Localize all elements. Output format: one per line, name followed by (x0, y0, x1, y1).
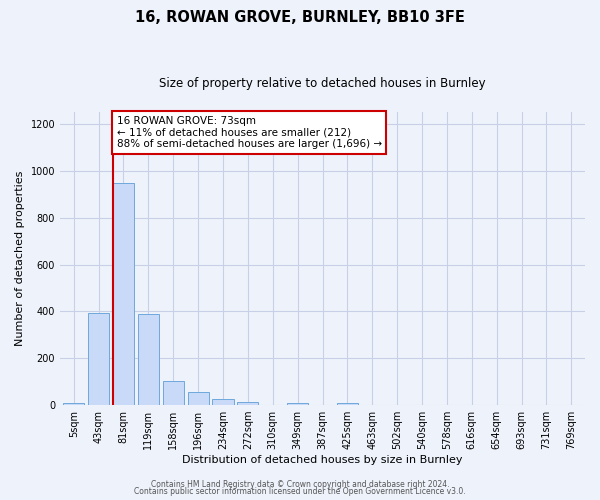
X-axis label: Distribution of detached houses by size in Burnley: Distribution of detached houses by size … (182, 455, 463, 465)
Text: 16 ROWAN GROVE: 73sqm
← 11% of detached houses are smaller (212)
88% of semi-det: 16 ROWAN GROVE: 73sqm ← 11% of detached … (116, 116, 382, 149)
Bar (188, 392, 209, 405)
Bar (287, 402, 308, 405)
Bar (212, 399, 233, 405)
Y-axis label: Number of detached properties: Number of detached properties (15, 171, 25, 346)
Text: 16, ROWAN GROVE, BURNLEY, BB10 3FE: 16, ROWAN GROVE, BURNLEY, BB10 3FE (135, 10, 465, 25)
Bar (88, 312, 109, 405)
Bar (113, 182, 134, 405)
Bar (63, 402, 84, 405)
Title: Size of property relative to detached houses in Burnley: Size of property relative to detached ho… (159, 78, 486, 90)
Bar (238, 402, 259, 405)
Bar (337, 402, 358, 405)
Text: Contains public sector information licensed under the Open Government Licence v3: Contains public sector information licen… (134, 488, 466, 496)
Text: Contains HM Land Registry data © Crown copyright and database right 2024.: Contains HM Land Registry data © Crown c… (151, 480, 449, 489)
Bar (138, 314, 159, 405)
Bar (163, 380, 184, 405)
